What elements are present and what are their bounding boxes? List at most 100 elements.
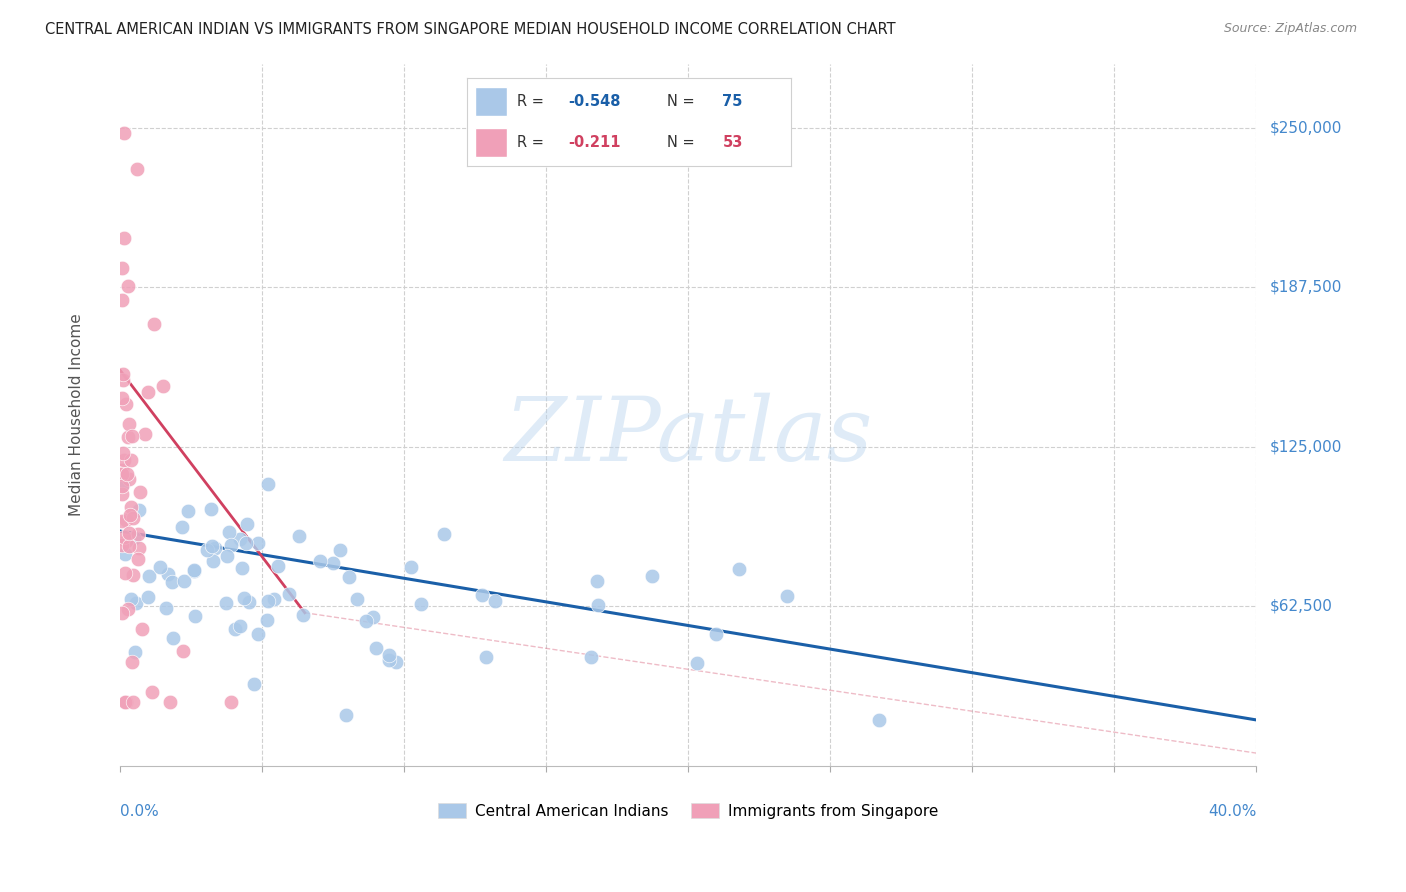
- Text: ZIPatlas: ZIPatlas: [505, 392, 873, 479]
- Point: [112, 231, 135, 245]
- Point: [111, 446, 134, 460]
- Point: [586, 598, 609, 612]
- Point: [128, 503, 150, 517]
- Point: [162, 631, 184, 645]
- Point: [114, 695, 136, 709]
- Point: [231, 560, 253, 574]
- Point: [177, 503, 200, 517]
- Point: [354, 614, 377, 628]
- Point: [172, 520, 194, 534]
- Point: [136, 591, 159, 605]
- Point: [122, 695, 145, 709]
- Point: [385, 656, 408, 670]
- Point: [110, 538, 132, 552]
- Point: [183, 564, 205, 578]
- Point: [215, 549, 238, 564]
- Point: [117, 279, 139, 293]
- Point: [337, 570, 360, 584]
- Point: [183, 563, 205, 577]
- Point: [112, 373, 135, 387]
- Point: [287, 529, 309, 543]
- Point: [112, 126, 135, 140]
- Point: [120, 453, 142, 467]
- Point: [399, 560, 422, 574]
- Point: [115, 396, 138, 410]
- Point: [471, 588, 494, 602]
- Point: [131, 622, 153, 636]
- Point: [114, 547, 136, 561]
- Point: [775, 589, 797, 603]
- Point: [159, 695, 181, 709]
- Point: [117, 429, 139, 443]
- Point: [111, 367, 134, 381]
- Text: $125,000: $125,000: [1270, 440, 1343, 454]
- Point: [134, 427, 156, 442]
- Point: [110, 261, 132, 276]
- Point: [218, 524, 240, 539]
- Point: [112, 452, 135, 467]
- Point: [346, 591, 368, 606]
- Point: [143, 317, 166, 331]
- Point: [115, 513, 138, 527]
- Point: [114, 695, 136, 709]
- Point: [141, 685, 163, 699]
- Point: [121, 429, 143, 443]
- Point: [136, 384, 159, 399]
- Point: [111, 293, 134, 307]
- Point: [586, 574, 609, 589]
- Point: [364, 640, 387, 655]
- Point: [149, 560, 172, 574]
- Point: [727, 562, 749, 576]
- Point: [433, 527, 456, 541]
- Point: [122, 511, 145, 525]
- Point: [172, 644, 194, 658]
- Point: [229, 533, 252, 547]
- Point: [641, 569, 664, 583]
- Point: [484, 594, 506, 608]
- Point: [309, 553, 332, 567]
- Point: [411, 597, 433, 611]
- Point: [122, 567, 145, 582]
- Point: [335, 707, 357, 722]
- Point: [114, 566, 136, 581]
- Point: [219, 538, 242, 552]
- Point: [256, 477, 278, 491]
- Point: [111, 463, 134, 477]
- Point: [232, 591, 254, 606]
- Point: [117, 602, 139, 616]
- Point: [868, 713, 890, 727]
- Text: $62,500: $62,500: [1270, 599, 1333, 614]
- Point: [110, 606, 132, 620]
- Point: [686, 656, 709, 670]
- Point: [200, 502, 222, 516]
- Point: [246, 535, 269, 549]
- Point: [120, 592, 142, 607]
- Point: [236, 516, 259, 531]
- Point: [329, 542, 352, 557]
- Point: [115, 534, 138, 549]
- Point: [243, 677, 266, 691]
- Point: [120, 508, 142, 522]
- Point: [704, 626, 727, 640]
- Point: [378, 648, 401, 662]
- Point: [579, 650, 602, 665]
- Point: [128, 541, 150, 556]
- Point: [256, 613, 278, 627]
- Point: [173, 574, 195, 588]
- Point: [155, 600, 177, 615]
- Point: [247, 627, 270, 641]
- Point: [201, 554, 224, 568]
- Text: Median Household Income: Median Household Income: [69, 314, 84, 516]
- Point: [129, 484, 152, 499]
- Text: $250,000: $250,000: [1270, 120, 1343, 136]
- Point: [361, 610, 384, 624]
- Text: 40.0%: 40.0%: [1208, 805, 1257, 820]
- Point: [322, 556, 344, 570]
- Point: [110, 514, 132, 528]
- Point: [238, 595, 260, 609]
- Point: [111, 477, 134, 491]
- Point: [224, 622, 246, 636]
- Point: [378, 653, 401, 667]
- Text: $187,500: $187,500: [1270, 280, 1343, 295]
- Point: [125, 596, 148, 610]
